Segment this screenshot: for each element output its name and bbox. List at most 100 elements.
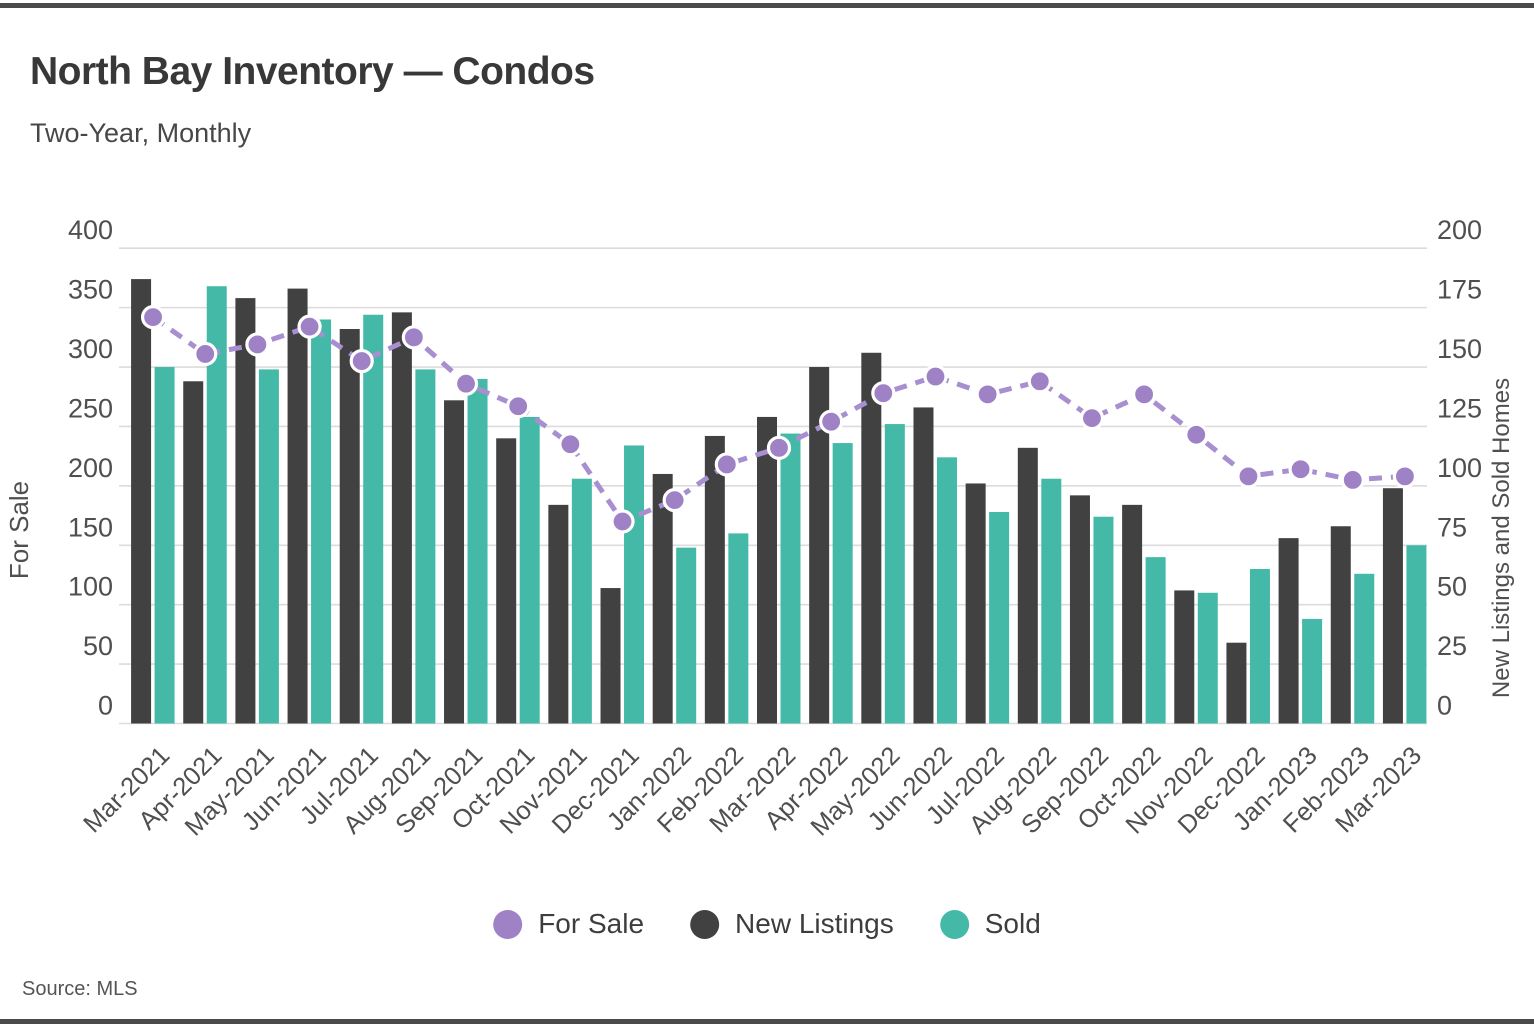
bar-new-listings — [1330, 526, 1351, 724]
bar-new-listings — [131, 279, 152, 724]
bar-new-listings — [1382, 488, 1403, 724]
bar-sold — [989, 511, 1010, 724]
marker-for-sale — [1132, 382, 1157, 407]
bar-sold — [519, 416, 540, 724]
marker-for-sale — [1236, 464, 1261, 489]
marker-for-sale — [297, 314, 322, 339]
legend-item-new-listings: New Listings — [690, 908, 894, 940]
bar-sold — [1145, 557, 1166, 724]
bar-new-listings — [913, 407, 934, 724]
marker-for-sale — [766, 435, 792, 460]
bar-sold — [728, 533, 749, 724]
bar-sold — [467, 378, 488, 724]
marker-for-sale — [1184, 422, 1209, 447]
bar-new-listings — [496, 438, 517, 724]
legend-label-for-sale: For Sale — [538, 908, 645, 939]
bar-sold — [884, 424, 905, 724]
legend-item-for-sale: For Sale — [493, 908, 644, 940]
bar-sold — [1406, 545, 1427, 724]
right-axis-tick-label: 75 — [1437, 512, 1467, 542]
bar-new-listings — [391, 312, 412, 724]
left-axis-tick-label: 300 — [68, 334, 113, 364]
source-note: Source: MLS — [22, 978, 138, 1000]
bar-sold — [206, 286, 227, 724]
sold-swatch-icon — [939, 909, 969, 939]
bar-new-listings — [809, 367, 830, 724]
bar-new-listings — [339, 329, 360, 724]
for-sale-swatch-icon — [493, 909, 523, 939]
bar-sold — [1197, 592, 1218, 724]
marker-for-sale — [1288, 457, 1313, 482]
left-axis-tick-label: 250 — [68, 393, 113, 423]
bar-sold — [1093, 516, 1114, 724]
page-title: North Bay Inventory — Condos — [30, 50, 595, 93]
marker-for-sale — [610, 509, 635, 534]
right-axis-tick-label: 150 — [1437, 334, 1482, 364]
marker-for-sale — [193, 341, 218, 367]
left-axis-tick-label: 50 — [83, 631, 113, 661]
marker-for-sale — [453, 371, 479, 396]
marker-for-sale — [401, 325, 426, 350]
left-axis-tick-label: 100 — [68, 572, 113, 602]
bar-sold — [936, 457, 957, 724]
bar-new-listings — [965, 483, 986, 724]
bar-sold — [154, 367, 175, 724]
bottom-border-rule — [0, 1019, 1534, 1024]
bar-new-listings — [1017, 447, 1038, 724]
left-axis-tick-label: 350 — [68, 275, 113, 305]
marker-for-sale — [140, 305, 166, 330]
bar-new-listings — [652, 473, 673, 724]
bar-sold — [311, 319, 332, 724]
bar-sold — [571, 478, 592, 724]
bar-new-listings — [757, 416, 777, 724]
marker-for-sale — [923, 364, 948, 389]
bar-sold — [832, 443, 853, 724]
bar-sold — [676, 547, 697, 724]
bar-new-listings — [235, 298, 256, 724]
bar-new-listings — [287, 288, 308, 724]
bar-new-listings — [704, 435, 725, 724]
left-axis-tick-label: 200 — [68, 453, 113, 483]
marker-for-sale — [871, 381, 896, 406]
bar-sold — [1354, 573, 1375, 724]
new-listings-swatch-icon — [690, 909, 720, 939]
bar-sold — [624, 445, 645, 724]
marker-for-sale — [1079, 406, 1105, 431]
right-axis-tick-label: 125 — [1437, 393, 1482, 423]
bar-new-listings — [1226, 642, 1247, 724]
marker-for-sale — [245, 332, 270, 357]
bar-sold — [780, 433, 801, 724]
legend-label-sold: Sold — [984, 908, 1041, 939]
bar-new-listings — [444, 400, 465, 724]
right-axis-title: New Listings and Sold Homes — [1488, 378, 1515, 698]
bar-sold — [363, 314, 384, 724]
bar-new-listings — [183, 381, 204, 724]
right-axis-tick-label: 25 — [1437, 631, 1467, 661]
left-axis-tick-label: 0 — [98, 691, 113, 721]
marker-for-sale — [819, 409, 844, 434]
marker-for-sale — [1027, 369, 1052, 394]
bar-sold — [415, 369, 436, 724]
bar-new-listings — [1174, 590, 1195, 724]
marker-for-sale — [714, 452, 739, 477]
marker-for-sale — [506, 394, 531, 419]
right-axis-tick-label: 100 — [1437, 453, 1482, 483]
bar-sold — [1041, 478, 1062, 724]
legend-label-new-listings: New Listings — [735, 908, 894, 939]
marker-for-sale — [662, 488, 687, 513]
bar-new-listings — [861, 352, 882, 724]
right-axis-tick-label: 50 — [1437, 572, 1467, 602]
legend-item-sold: Sold — [939, 908, 1041, 940]
left-axis-tick-label: 400 — [68, 215, 113, 245]
left-axis-tick-label: 150 — [68, 512, 113, 542]
marker-for-sale — [1392, 464, 1418, 489]
bar-new-listings — [1069, 495, 1090, 724]
marker-for-sale — [1340, 467, 1365, 493]
bar-new-listings — [600, 588, 621, 724]
bar-new-listings — [1278, 538, 1299, 724]
bar-sold — [1302, 618, 1323, 724]
right-axis-tick-label: 175 — [1437, 275, 1482, 305]
marker-for-sale — [558, 432, 583, 457]
